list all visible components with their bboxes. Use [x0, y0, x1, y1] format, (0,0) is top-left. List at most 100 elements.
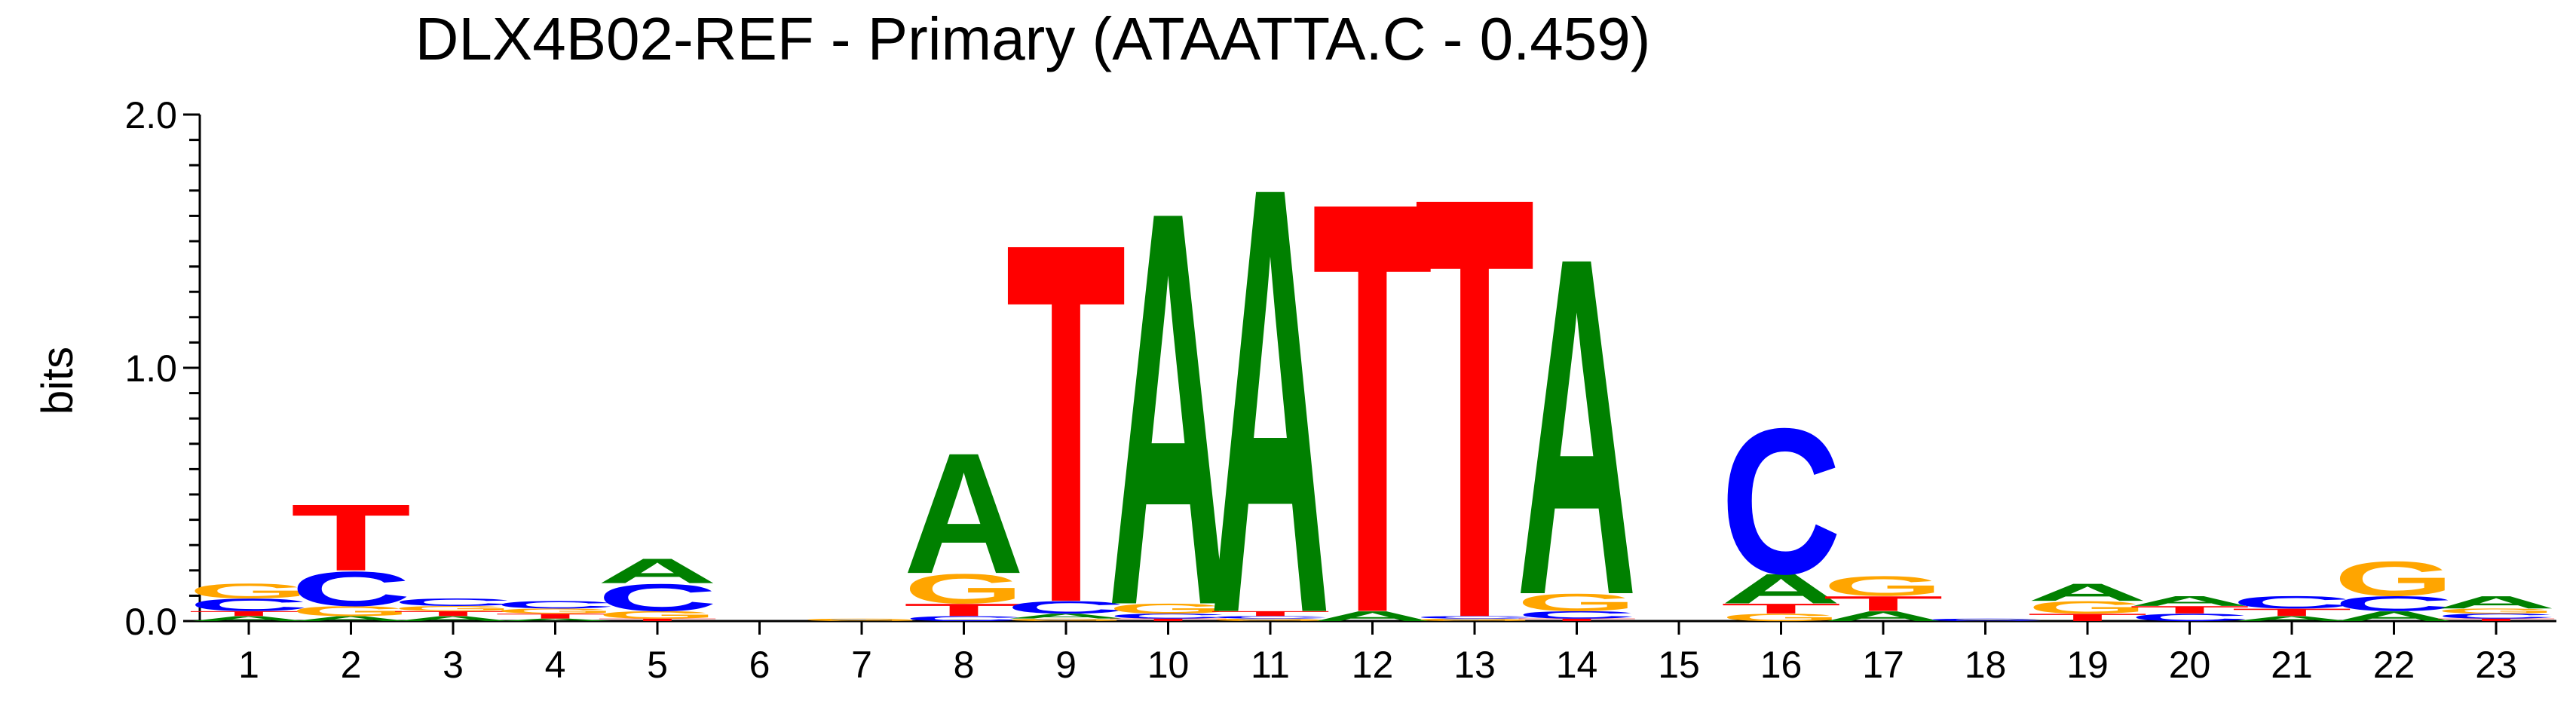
svg-text:G: G	[2027, 598, 2148, 617]
svg-text:C: C	[291, 562, 412, 617]
x-tick-label: 23	[2475, 644, 2517, 686]
logo-letter-A: A	[188, 615, 309, 623]
x-tick-label: 11	[1251, 644, 1290, 686]
logo-letter-T: T	[2130, 604, 2250, 616]
logo-letter-C: C	[1414, 615, 1535, 619]
x-tick-label: 8	[954, 644, 975, 686]
svg-text:G: G	[188, 579, 309, 602]
x-tick-label: 14	[1556, 644, 1598, 686]
logo-letter-A: A	[1823, 608, 1943, 624]
svg-text:G: G	[1108, 601, 1229, 617]
logo-letter-C: C	[291, 562, 412, 617]
svg-text:C: C	[1210, 615, 1331, 619]
logo-letter-A: A	[2436, 592, 2556, 612]
x-tick-label: 2	[341, 644, 362, 686]
chart-title: DLX4B02-REF - Primary (ATAATTA.C - 0.459…	[415, 5, 1651, 72]
svg-text:G: G	[1414, 618, 1535, 622]
svg-text:C: C	[904, 615, 1025, 623]
svg-text:G: G	[2436, 607, 2556, 615]
svg-text:A: A	[2130, 593, 2250, 609]
x-axis: 1 2 3 4 5 6 7 8 9 10 11 12 13 14 15 16 17 18 19 20 21 22 23	[200, 620, 2556, 686]
logo-letter-G: G	[1210, 618, 1331, 622]
svg-text:G: G	[1721, 611, 1842, 623]
svg-text:G: G	[495, 607, 616, 615]
logo-letter-C: C	[2231, 592, 2352, 612]
logo-letter-G: G	[1108, 601, 1229, 617]
logo-letter-T: T	[597, 618, 718, 622]
x-tick-label: 6	[749, 644, 770, 686]
svg-text:A: A	[1006, 612, 1126, 620]
logo-letter-C: C	[188, 595, 309, 614]
svg-text:G: G	[801, 618, 922, 622]
logo-letter-T: T	[1414, 72, 1535, 710]
svg-text:G: G	[904, 565, 1025, 613]
svg-text:A: A	[1108, 93, 1229, 710]
svg-text:T: T	[291, 485, 412, 591]
y-tick-label: 0.0	[124, 601, 177, 643]
logo-letter-C: C	[1721, 385, 1842, 617]
logo-letter-C: C	[1210, 615, 1331, 619]
x-tick-label: 22	[2373, 644, 2415, 686]
svg-text:A: A	[2436, 592, 2556, 612]
svg-text:G: G	[2334, 551, 2455, 606]
logo-letter-A: A	[1108, 93, 1229, 710]
svg-text:A: A	[188, 615, 309, 623]
logo-letter-A: A	[2334, 608, 2455, 624]
svg-text:G: G	[1517, 589, 1637, 617]
logo-letter-A: A	[1210, 60, 1331, 710]
logo-letter-G: G	[1517, 589, 1637, 617]
svg-text:G: G	[597, 609, 718, 621]
logo-letter-C: C	[597, 576, 718, 619]
svg-text:A: A	[2027, 579, 2148, 607]
logo-letter-G: G	[1721, 611, 1842, 623]
x-tick-label: 5	[647, 644, 668, 686]
x-tick-label: 7	[851, 644, 872, 686]
svg-text:A: A	[495, 618, 616, 622]
logo-letter-G: G	[1414, 618, 1535, 622]
logo-letter-A: A	[2130, 593, 2250, 609]
svg-text:C: C	[1517, 609, 1637, 621]
x-tick-label: 1	[238, 644, 259, 686]
svg-text:A: A	[291, 615, 412, 623]
svg-text:G: G	[1823, 571, 1943, 602]
logo-letter-G: G	[393, 604, 513, 612]
logo-letter-A: A	[495, 618, 616, 622]
logo-letter-A: A	[1313, 608, 1433, 624]
svg-text:A: A	[1823, 608, 1943, 624]
logo-letter-A: A	[393, 615, 513, 623]
logo-letter-G: G	[904, 565, 1025, 613]
logo-letter-C: C	[393, 596, 513, 608]
logo-letter-G: G	[1823, 571, 1943, 602]
logo-letter-T: T	[393, 610, 513, 617]
logo-letter-T: T	[1313, 79, 1433, 710]
logo-letter-C: C	[2130, 611, 2250, 623]
svg-text:C: C	[1414, 615, 1535, 619]
x-tick-label: 13	[1453, 644, 1496, 686]
logo-letters: ATCGAGCTATGCATGCTGCAGCTGAGACTTCGAGCTAATG…	[188, 60, 2556, 710]
logo-letter-T: T	[291, 485, 412, 591]
svg-text:A: A	[1721, 565, 1842, 613]
svg-text:C: C	[2130, 611, 2250, 623]
logo-letter-T: T	[1210, 610, 1331, 617]
svg-text:T: T	[904, 600, 1025, 620]
logo-letter-C: C	[1006, 598, 1126, 617]
logo-letter-T: T	[188, 610, 309, 617]
logo-letter-C: C	[2334, 592, 2455, 615]
svg-text:T: T	[188, 610, 309, 617]
y-tick-label: 2.0	[124, 94, 177, 136]
svg-text:C: C	[495, 599, 616, 611]
svg-text:A: A	[2231, 615, 2352, 623]
svg-text:C: C	[1721, 385, 1842, 617]
logo-letter-A: A	[2027, 579, 2148, 607]
logo-letter-T: T	[1006, 136, 1126, 710]
x-tick-label: 16	[1760, 644, 1803, 686]
x-tick-label: 19	[2066, 644, 2109, 686]
logo-letter-A: A	[2231, 615, 2352, 623]
svg-text:T: T	[1517, 618, 1637, 622]
svg-text:T: T	[597, 618, 718, 622]
svg-text:T: T	[1313, 79, 1433, 710]
logo-letter-C: C	[495, 599, 616, 611]
svg-text:T: T	[393, 610, 513, 617]
logo-letter-T: T	[1721, 601, 1842, 617]
svg-text:C: C	[1925, 618, 2046, 622]
